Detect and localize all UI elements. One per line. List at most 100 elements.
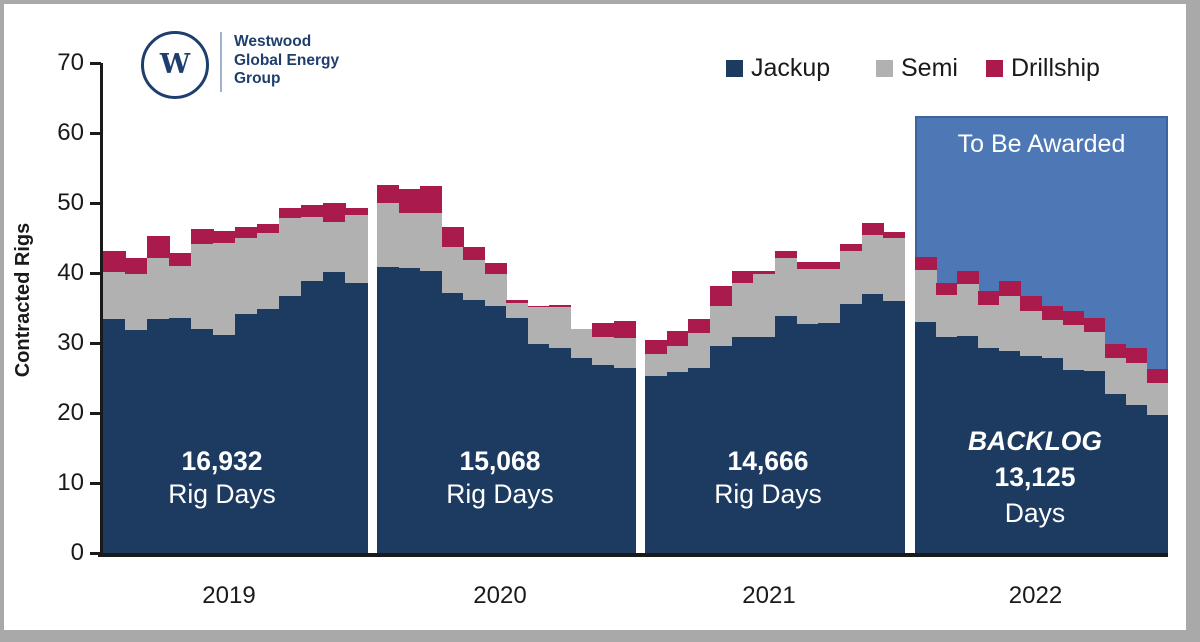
annotation-line: Rig Days [446, 479, 554, 509]
annotation-line: BACKLOG [968, 426, 1102, 456]
bar-segment-drillship [666, 331, 689, 347]
annotation-line: 14,666 [727, 446, 809, 476]
bar-segment-semi [527, 307, 550, 345]
bar-2020-m4 [441, 226, 464, 553]
bar-segment-drillship [191, 228, 214, 245]
bar-segment-jackup [169, 317, 192, 553]
bar-2019-m4 [169, 252, 192, 553]
legend-label: Jackup [751, 53, 831, 82]
annotation-line: 15,068 [459, 446, 541, 476]
bar-segment-jackup [420, 270, 442, 553]
bar-segment-jackup [323, 272, 346, 553]
x-label-2022: 2022 [1008, 582, 1063, 609]
bar-segment-drillship [549, 305, 571, 308]
bar-segment-drillship [257, 224, 280, 234]
bar-2020-m1 [377, 184, 399, 553]
bar-2022-m12 [1146, 368, 1169, 553]
bar-segment-semi [570, 329, 593, 358]
bar-segment-drillship [775, 251, 798, 258]
bar-segment-jackup [688, 367, 711, 553]
bar-segment-jackup [1146, 415, 1169, 553]
bar-2021-m8 [796, 261, 819, 553]
bar-segment-drillship [213, 231, 236, 243]
bar-2022-m8 [1062, 310, 1085, 553]
bar-segment-jackup [840, 304, 863, 553]
bar-segment-drillship [957, 270, 979, 285]
bar-segment-semi [1083, 331, 1106, 371]
bar-segment-drillship [592, 322, 614, 337]
brand-w-mark-icon: W [159, 48, 191, 80]
bar-segment-semi [796, 268, 819, 325]
bar-segment-drillship [915, 256, 937, 271]
y-tick [90, 272, 101, 275]
bar-segment-drillship [1062, 310, 1085, 325]
annotation-2019: 16,932 Rig Days [112, 445, 332, 511]
bar-2021-m5 [731, 270, 754, 553]
bar-segment-semi [1020, 310, 1042, 357]
bar-2020-m5 [463, 247, 485, 553]
legend-item-jackup: Jackup [726, 53, 831, 82]
bar-2021-m11 [861, 223, 884, 553]
bar-segment-semi [103, 272, 126, 320]
annotation-line: Rig Days [714, 479, 822, 509]
bar-segment-drillship [279, 207, 302, 219]
legend-swatch-drillship [986, 59, 1003, 77]
legend-swatch-jackup [726, 59, 743, 77]
bar-segment-semi [377, 202, 399, 268]
bar-segment-jackup [398, 268, 421, 553]
y-tick-label: 10 [57, 469, 84, 496]
brand-logo-circle: W [141, 31, 209, 99]
bar-segment-semi [301, 216, 324, 281]
bar-segment-jackup [818, 323, 841, 553]
brand-name-line3: Group [234, 70, 281, 87]
bar-segment-drillship [710, 286, 733, 306]
bar-segment-drillship [731, 270, 754, 283]
bar-2022-m10 [1104, 343, 1127, 553]
bar-segment-jackup [257, 309, 280, 553]
y-tick [90, 202, 101, 205]
bar-2022-m2 [936, 282, 958, 553]
x-label-2021: 2021 [742, 582, 796, 609]
bar-segment-drillship [441, 226, 464, 248]
bar-2022-m5 [999, 281, 1021, 553]
bar-segment-drillship [506, 300, 528, 304]
y-tick [90, 482, 101, 485]
bar-segment-jackup [936, 337, 958, 553]
bar-segment-semi [592, 336, 614, 365]
bar-segment-semi [398, 212, 421, 269]
bar-2021-m6 [753, 270, 776, 553]
bar-segment-drillship [398, 189, 421, 213]
bar-segment-drillship [377, 184, 399, 203]
bar-segment-semi [666, 346, 689, 373]
y-tick [90, 132, 101, 135]
bar-segment-semi [775, 257, 798, 316]
bar-segment-jackup [731, 336, 754, 553]
bar-segment-jackup [484, 305, 507, 553]
brand-divider [220, 32, 222, 92]
bar-segment-semi [169, 265, 192, 318]
bar-segment-semi [613, 338, 636, 369]
bar-2020-m7 [506, 300, 528, 553]
bar-segment-semi [883, 237, 906, 301]
bar-segment-semi [957, 284, 979, 336]
bar-segment-jackup [1062, 369, 1085, 553]
bar-segment-semi [191, 244, 214, 329]
bar-segment-drillship [688, 318, 711, 333]
bar-2019-m5 [191, 228, 214, 553]
bar-segment-drillship [1125, 347, 1148, 363]
y-axis [100, 63, 103, 557]
bar-segment-semi [710, 305, 733, 346]
bar-segment-jackup [883, 300, 906, 553]
bar-segment-jackup [279, 296, 302, 553]
bar-segment-semi [688, 332, 711, 368]
bar-segment-semi [420, 213, 442, 271]
brand-name: Westwood Global Energy Group [234, 33, 339, 89]
bar-segment-drillship [999, 281, 1021, 297]
bar-2020-m2 [398, 189, 421, 553]
bar-segment-drillship [645, 339, 668, 355]
bar-2020-m11 [592, 322, 614, 553]
x-label-2020: 2020 [473, 582, 527, 609]
legend-swatch-semi [876, 59, 893, 77]
bar-segment-jackup [213, 334, 236, 553]
bar-segment-semi [484, 273, 507, 306]
